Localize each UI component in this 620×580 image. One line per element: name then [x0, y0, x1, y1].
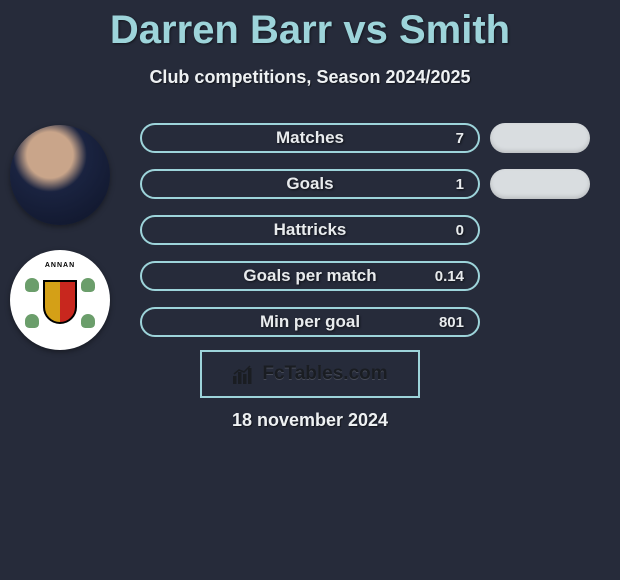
club-badge: ANNAN	[25, 260, 95, 340]
stat-label: Goals per match	[142, 266, 478, 286]
subtitle: Club competitions, Season 2024/2025	[0, 67, 620, 88]
stat-row-matches: Matches 7	[140, 123, 480, 153]
stat-row-goals-per-match: Goals per match 0.14	[140, 261, 480, 291]
stat-label: Hattricks	[142, 220, 478, 240]
opponent-pill	[490, 169, 590, 199]
stat-value: 801	[439, 314, 464, 331]
opponent-pill	[490, 123, 590, 153]
stat-label: Min per goal	[142, 312, 478, 332]
stat-row-min-per-goal: Min per goal 801	[140, 307, 480, 337]
badge-shield-icon	[43, 280, 77, 324]
stat-value: 1	[456, 176, 464, 193]
pill-spacer	[490, 261, 600, 291]
stat-value: 0	[456, 222, 464, 239]
badge-ornament-icon	[25, 278, 39, 292]
badge-ornament-icon	[81, 278, 95, 292]
player-avatar	[10, 125, 110, 225]
opponent-pills	[490, 123, 600, 353]
chart-icon	[232, 364, 256, 384]
pill-spacer	[490, 215, 600, 245]
stat-label: Matches	[142, 128, 478, 148]
page-title: Darren Barr vs Smith	[0, 0, 620, 53]
brand-text: FcTables.com	[262, 363, 387, 385]
date-text: 18 november 2024	[0, 410, 620, 431]
stat-value: 7	[456, 130, 464, 147]
avatar-column: ANNAN	[10, 125, 120, 375]
brand-box[interactable]: FcTables.com	[200, 350, 420, 398]
badge-ornament-icon	[81, 314, 95, 328]
stats-bars: Matches 7 Goals 1 Hattricks 0 Goals per …	[140, 123, 480, 353]
badge-ornament-icon	[25, 314, 39, 328]
stat-label: Goals	[142, 174, 478, 194]
club-avatar: ANNAN	[10, 250, 110, 350]
pill-spacer	[490, 307, 600, 337]
club-badge-text: ANNAN	[25, 262, 95, 269]
stat-row-goals: Goals 1	[140, 169, 480, 199]
stat-value: 0.14	[435, 268, 464, 285]
stat-row-hattricks: Hattricks 0	[140, 215, 480, 245]
